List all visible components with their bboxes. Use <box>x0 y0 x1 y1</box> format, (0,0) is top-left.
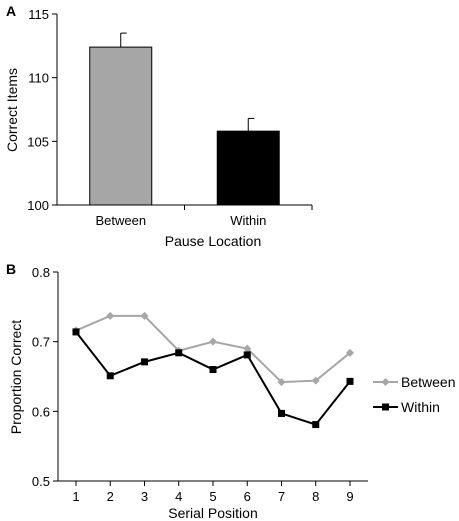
panel-b-point-1-5 <box>243 351 251 359</box>
panel-b-x-tick-label-3: 4 <box>175 489 182 504</box>
panel-b-point-0-6 <box>277 378 286 387</box>
panel-b-y-tick-label-3: 0.8 <box>32 265 50 280</box>
panel-b-point-0-7 <box>311 376 320 385</box>
panel-b-point-1-4 <box>209 366 217 374</box>
panel-b-point-1-6 <box>278 409 285 417</box>
panel-b-point-0-8 <box>346 348 354 357</box>
panel-b-x-tick-label-1: 2 <box>107 489 114 504</box>
panel-a-x-tick-label-0: Between <box>95 213 146 228</box>
panel-b-legend-label-1: Within <box>401 399 440 415</box>
panel-a-bar-0 <box>89 46 153 206</box>
panel-b-point-0-1 <box>106 311 115 320</box>
panel-b-point-1-3 <box>175 349 183 357</box>
panel-b-legend: Between Within <box>373 374 455 415</box>
panel-b-point-0-2 <box>140 311 149 320</box>
panel-b-point-1-0 <box>72 328 80 336</box>
panel-a-label: A <box>6 3 16 19</box>
panel-b-point-1-2 <box>141 358 148 366</box>
panel-b-legend-label-0: Between <box>401 374 455 390</box>
panel-b-y-tick-label-1: 0.6 <box>32 404 50 419</box>
panel-b-x-tick-label-7: 8 <box>312 489 319 504</box>
panel-b-y-tick-label-0: 0.5 <box>32 474 50 489</box>
panel-a-y-tick-label-2: 110 <box>28 71 49 86</box>
panel-b-point-1-1 <box>106 372 114 380</box>
panel-b-y-axis-label: Proportion Correct <box>8 320 24 434</box>
panel-b-point-0-4 <box>209 337 217 346</box>
panel-a-y-axis-label: Correct Items <box>4 68 20 152</box>
panel-b-y-tick-label-2: 0.7 <box>32 335 50 350</box>
panel-b-point-1-7 <box>312 421 320 429</box>
panel-a-bar-chart: A 100 105 110 115 Between Within Pause Locat… <box>4 3 313 249</box>
panel-a-x-tick-label-1: Within <box>230 213 266 228</box>
panel-b-x-tick-label-2: 3 <box>141 489 148 504</box>
panel-b-legend-marker-0 <box>381 378 390 386</box>
panel-b-label: B <box>6 261 16 277</box>
panel-a-x-axis-label: Pause Location <box>165 233 262 249</box>
panel-b-legend-marker-1 <box>382 403 389 411</box>
panel-b-x-tick-label-4: 5 <box>209 489 216 504</box>
panel-b-point-0-5 <box>243 344 252 353</box>
panel-a-y-tick-label-3: 115 <box>28 7 49 22</box>
panel-a-y-tick-label-0: 100 <box>27 198 49 213</box>
panel-b-point-1-8 <box>346 377 354 385</box>
panel-b-series-line-1 <box>75 331 351 426</box>
panel-a-y-tick-label-1: 105 <box>27 134 49 149</box>
panel-b-x-tick-label-0: 1 <box>72 489 79 504</box>
panel-a-bar-1 <box>216 130 280 206</box>
panel-b-x-tick-label-8: 9 <box>346 489 353 504</box>
panel-b-x-tick-label-5: 6 <box>244 489 251 504</box>
panel-b-line-chart: B 0.5 0.6 0.7 0.8 1 2 3 4 5 6 7 8 9 Between Within S… <box>6 261 455 521</box>
panel-b-x-tick-label-6: 7 <box>278 489 285 504</box>
panel-b-x-axis-label: Serial Position <box>168 505 258 521</box>
